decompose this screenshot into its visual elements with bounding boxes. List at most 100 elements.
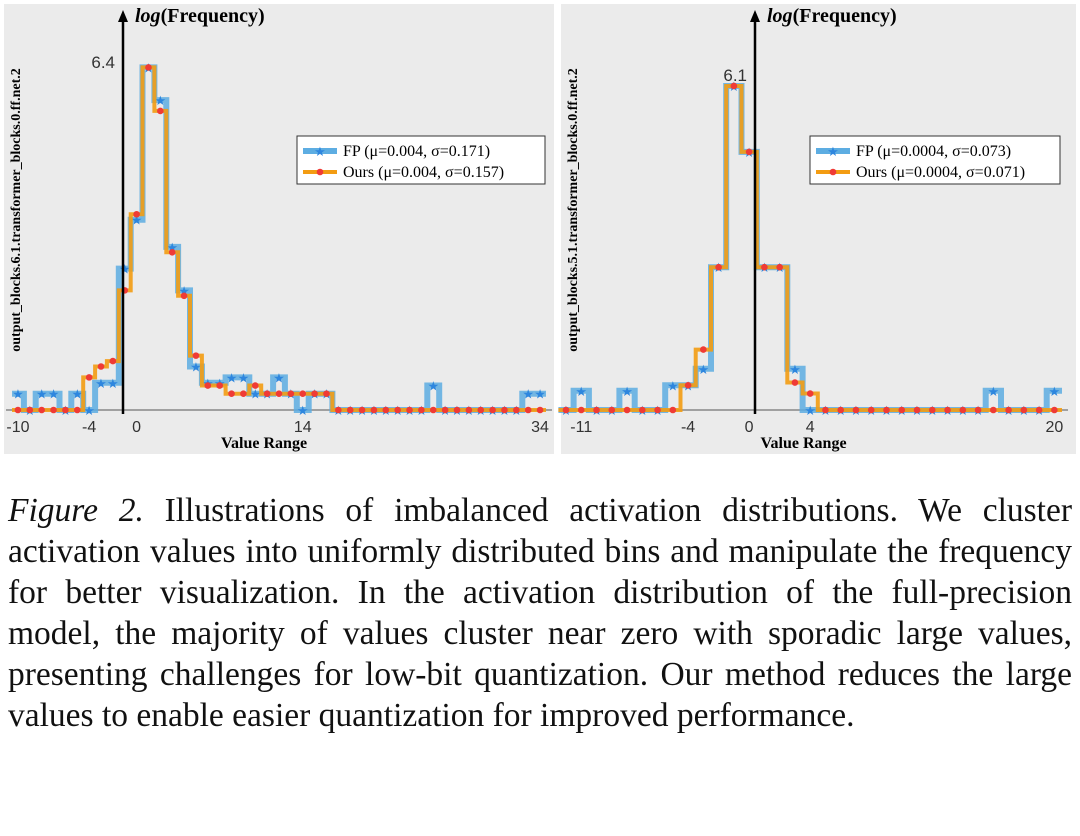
data-point bbox=[429, 406, 437, 414]
data-point bbox=[251, 382, 259, 389]
x-tick-label: 0 bbox=[132, 419, 141, 436]
data-point bbox=[654, 406, 661, 414]
data-point bbox=[883, 406, 890, 414]
data-point bbox=[441, 406, 449, 414]
data-point bbox=[62, 406, 69, 414]
data-point bbox=[1020, 406, 1028, 414]
data-point bbox=[593, 406, 600, 414]
data-point bbox=[990, 406, 997, 414]
x-tick-label: 20 bbox=[1045, 419, 1063, 436]
x-tick-label: 4 bbox=[806, 419, 815, 436]
figure-caption: Figure 2. Illustrations of imbalanced ac… bbox=[8, 490, 1072, 736]
data-point bbox=[715, 263, 722, 271]
data-point bbox=[382, 406, 390, 414]
data-point bbox=[465, 406, 473, 414]
data-point bbox=[577, 406, 585, 414]
series-line bbox=[12, 64, 546, 413]
data-point bbox=[192, 352, 200, 359]
x-axis-label: Value Range bbox=[221, 435, 307, 452]
data-point bbox=[898, 406, 906, 414]
legend: ★ FP (μ=0.0004, σ=0.073) Ours (μ=0.0004, σ… bbox=[809, 135, 1061, 185]
data-point: ★ bbox=[119, 262, 131, 277]
data-point bbox=[776, 263, 783, 271]
legend-entry: Ours (μ=0.0004, σ=0.071) bbox=[856, 164, 1025, 181]
data-point: ★ bbox=[36, 387, 48, 402]
data-point bbox=[562, 406, 570, 414]
y-axis-title: log(Frequency) bbox=[135, 5, 265, 27]
data-point bbox=[1035, 406, 1043, 414]
data-point bbox=[299, 390, 307, 397]
data-point bbox=[513, 406, 520, 414]
data-point bbox=[323, 390, 330, 397]
legend-entry: FP (μ=0.004, σ=0.171) bbox=[343, 143, 490, 160]
data-point: ★ bbox=[987, 384, 999, 399]
series-ours bbox=[12, 64, 546, 414]
chart-panel-2: ★★★★★★★★★★★★★★★★★★★★★★★★★★★★★★★★★log(Fre… bbox=[558, 4, 1076, 454]
data-point bbox=[639, 406, 646, 414]
data-point bbox=[180, 292, 188, 300]
data-point bbox=[287, 390, 295, 397]
data-point bbox=[38, 406, 45, 414]
data-point: ★ bbox=[155, 93, 167, 108]
x-tick-label: -4 bbox=[82, 419, 96, 436]
data-point bbox=[228, 390, 235, 397]
data-point bbox=[852, 406, 860, 414]
data-point: ★ bbox=[166, 240, 178, 255]
y-axis-title: log(Frequency) bbox=[767, 5, 897, 27]
data-point bbox=[700, 346, 707, 353]
series-line bbox=[558, 84, 1062, 412]
histogram-charts: ★★★★★★★★★★★★★★★★★★★★★★★★★★★★★★★★★★★★★★★★… bbox=[4, 4, 1076, 454]
data-point bbox=[730, 82, 738, 90]
data-point: ★ bbox=[178, 283, 190, 298]
peak-value-label: 6.1 bbox=[723, 66, 747, 85]
legend-marker: ★ bbox=[314, 144, 326, 159]
data-point bbox=[928, 406, 936, 414]
series-line bbox=[12, 65, 546, 412]
data-point bbox=[97, 363, 105, 370]
x-axis-label: Value Range bbox=[760, 435, 846, 452]
data-point bbox=[240, 390, 247, 397]
data-point bbox=[974, 406, 982, 414]
data-point bbox=[608, 406, 616, 414]
plot-background bbox=[561, 4, 1076, 454]
data-point bbox=[157, 107, 164, 115]
data-point bbox=[959, 406, 967, 414]
data-point bbox=[133, 210, 140, 218]
data-point bbox=[684, 381, 692, 389]
data-point bbox=[73, 406, 81, 414]
data-point bbox=[109, 357, 117, 365]
data-point bbox=[275, 390, 283, 397]
data-point bbox=[501, 406, 508, 414]
data-point: ★ bbox=[95, 376, 107, 391]
data-point bbox=[204, 382, 212, 389]
legend-entry: Ours (μ=0.004, σ=0.157) bbox=[343, 164, 504, 181]
data-point bbox=[453, 406, 461, 414]
data-point: ★ bbox=[226, 370, 238, 385]
data-point: ★ bbox=[71, 387, 83, 402]
data-point bbox=[489, 406, 496, 414]
data-point: ★ bbox=[1049, 384, 1061, 399]
legend: ★ FP (μ=0.004, σ=0.171) Ours (μ=0.004, σ=0… bbox=[296, 135, 546, 185]
legend-marker bbox=[829, 168, 837, 176]
data-point bbox=[867, 406, 875, 414]
data-point bbox=[536, 406, 544, 414]
peak-value-label: 6.4 bbox=[91, 53, 115, 72]
data-point bbox=[524, 406, 532, 414]
data-point bbox=[263, 390, 271, 397]
legend-box bbox=[296, 135, 546, 185]
data-point bbox=[944, 406, 951, 414]
plot-background bbox=[4, 4, 554, 454]
y-axis-arrow bbox=[750, 10, 760, 22]
data-point bbox=[406, 406, 413, 414]
data-point bbox=[1051, 406, 1058, 414]
data-point: ★ bbox=[48, 387, 60, 402]
data-point: ★ bbox=[107, 376, 119, 391]
data-point bbox=[1005, 406, 1012, 414]
x-tick-label: -4 bbox=[681, 419, 695, 436]
data-point bbox=[669, 406, 677, 414]
data-point: ★ bbox=[522, 387, 534, 402]
data-point bbox=[335, 406, 342, 414]
data-point bbox=[14, 406, 22, 414]
data-point bbox=[394, 406, 401, 414]
data-point: ★ bbox=[297, 403, 309, 418]
